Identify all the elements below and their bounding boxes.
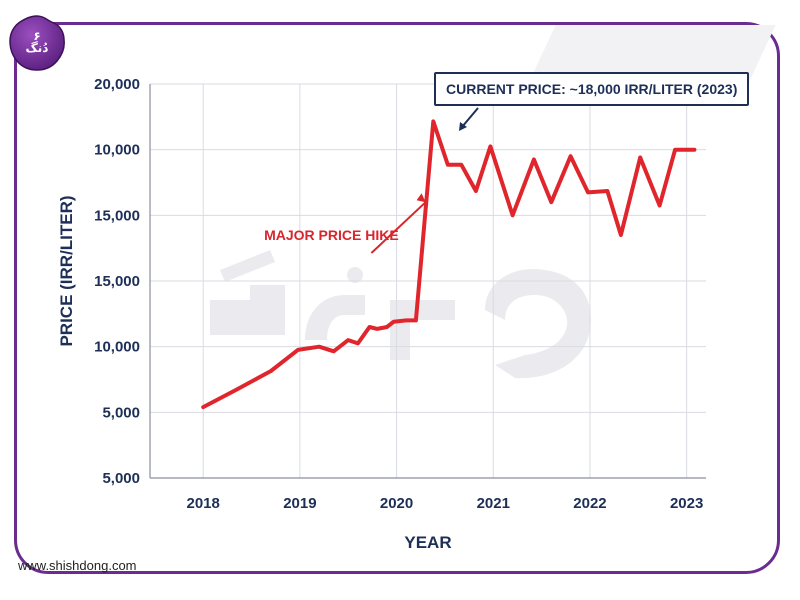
- x-tick-label: 2019: [283, 495, 316, 512]
- axes-layer: 5,000 5,000 10,000 15,000 15,000 10,000 20,000…: [57, 76, 706, 552]
- price-data-point: [658, 203, 662, 207]
- price-series-line: [201, 119, 697, 410]
- price-hike-arrow: [370, 201, 427, 254]
- price-data-point: [375, 327, 379, 331]
- price-data-point: [692, 148, 696, 152]
- price-data-point: [673, 148, 677, 152]
- price-data-point: [619, 233, 623, 237]
- price-data-point: [346, 338, 350, 342]
- y-axis-label: PRICE (IRR/LITER): [57, 195, 76, 346]
- price-data-point: [459, 163, 463, 167]
- major-price-hike-label: MAJOR PRICE HIKE: [264, 227, 399, 243]
- price-data-point: [446, 163, 450, 167]
- price-data-point: [549, 200, 553, 204]
- watermark: [195, 240, 615, 390]
- current-price-arrow: [461, 107, 479, 128]
- price-data-point: [296, 348, 300, 352]
- price-data-point: [269, 369, 273, 373]
- y-tick-label: 15,000: [94, 273, 140, 290]
- price-hike-arrowhead: [416, 193, 426, 203]
- current-price-arrowhead: [459, 122, 467, 131]
- x-tick-label: 2018: [186, 495, 219, 512]
- y-tick-label: 10,000: [94, 339, 140, 356]
- y-tick-label: 15,000: [94, 207, 140, 224]
- price-data-point: [474, 189, 478, 193]
- price-data-point: [404, 318, 408, 322]
- price-data-point: [569, 154, 573, 158]
- price-data-point: [532, 158, 536, 162]
- price-data-point: [605, 189, 609, 193]
- price-data-point: [367, 325, 371, 329]
- price-data-point: [511, 213, 515, 217]
- dong-watermark-icon: [210, 250, 591, 379]
- x-tick-label: 2023: [670, 495, 703, 512]
- price-data-point: [332, 349, 336, 353]
- price-data-point: [638, 156, 642, 160]
- y-tick-label: 10,000: [94, 142, 140, 159]
- price-data-point: [414, 318, 418, 322]
- price-data-point: [431, 119, 435, 123]
- price-data-point: [488, 144, 492, 148]
- x-tick-label: 2021: [477, 495, 510, 512]
- price-data-point: [392, 320, 396, 324]
- current-price-callout: CURRENT PRICE: ~18,000 IRR/LITER (2023): [434, 72, 750, 106]
- current-price-callout-text: CURRENT PRICE: ~18,000 IRR/LITER (2023): [446, 81, 738, 97]
- x-tick-label: 2022: [573, 495, 606, 512]
- price-data-point: [586, 190, 590, 194]
- price-data-point: [201, 405, 205, 409]
- y-tick-label: 5,000: [102, 470, 140, 487]
- brand-logo: [8, 14, 66, 72]
- price-data-point: [356, 341, 360, 345]
- y-tick-label: 5,000: [102, 404, 140, 421]
- y-tick-label: 20,000: [94, 76, 140, 93]
- series-layer: [201, 119, 697, 410]
- x-axis-label: YEAR: [404, 533, 451, 552]
- logo-seal-icon: [9, 15, 65, 71]
- logo-text: ۶ دُنگ: [25, 29, 49, 55]
- x-tick-label: 2020: [380, 495, 413, 512]
- price-data-point: [385, 325, 389, 329]
- price-data-point: [317, 345, 321, 349]
- price-data-point: [235, 387, 239, 391]
- website-url[interactable]: www.shishdong.com: [18, 558, 137, 573]
- annotation-layer: MAJOR PRICE HIKE: [264, 107, 479, 254]
- grid-layer: [150, 83, 706, 479]
